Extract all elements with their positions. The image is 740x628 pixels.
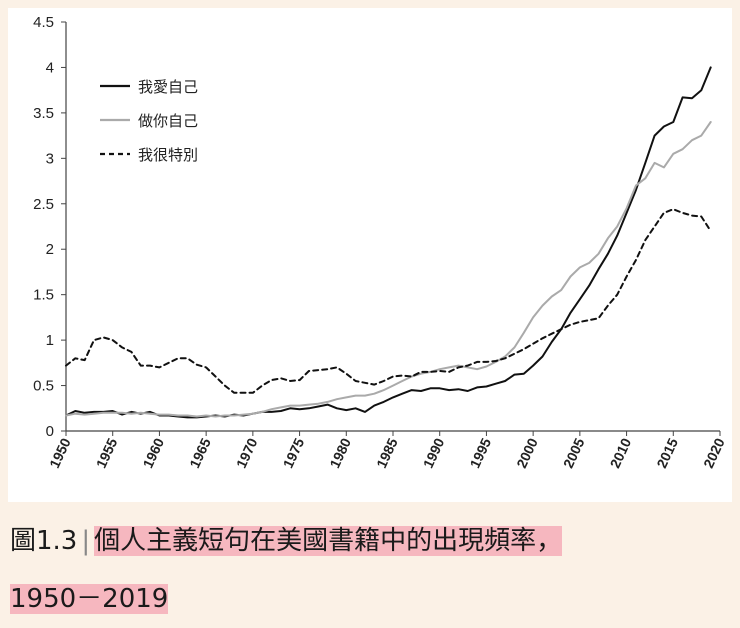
y-tick-label: 3.5	[33, 105, 54, 122]
legend-label-2: 做你自己	[138, 112, 198, 130]
x-tick-label: 1970	[233, 435, 261, 470]
line-chart: 0 0.5 1 1.5 2 2.5 3 3.5 4 4.5 1950 1955 1960 1965 197…	[33, 14, 728, 471]
figure-caption: 圖1.3 | 個人主義短句在美國書籍中的出現頻率， 1950－2019	[10, 512, 734, 628]
x-tick-label: 2005	[560, 435, 588, 470]
series-lines	[65, 66, 712, 419]
y-tick-label: 3	[46, 150, 54, 167]
legend-label-1: 我愛自己	[138, 78, 198, 96]
y-tick-label: 0	[46, 423, 54, 440]
caption-separator: |	[81, 526, 91, 556]
caption-title-line-2: 1950－2019	[10, 584, 169, 614]
x-tick-label: 1955	[93, 435, 121, 470]
y-tick-label: 4	[46, 59, 54, 76]
y-tick-label: 4.5	[33, 14, 54, 31]
caption-line-2: 1950－2019	[10, 570, 734, 628]
y-tick-label: 2.5	[33, 196, 54, 213]
series-line-2	[65, 121, 712, 418]
x-tick-label: 2000	[513, 435, 541, 470]
series-line-3	[65, 208, 712, 394]
x-tick-label: 2015	[653, 435, 681, 470]
y-axis-ticks: 0 0.5 1 1.5 2 2.5 3 3.5 4 4.5	[33, 14, 66, 440]
y-tick-label: 1	[46, 332, 54, 349]
caption-title-line-1: 個人主義短句在美國書籍中的出現頻率，	[94, 526, 563, 556]
x-tick-label: 1985	[373, 435, 401, 470]
legend-label-3: 我很特別	[138, 146, 198, 164]
x-tick-label: 1960	[139, 435, 167, 470]
x-tick-label: 2010	[607, 435, 635, 470]
caption-prefix: 圖1.3	[10, 526, 78, 556]
y-tick-label: 2	[46, 241, 54, 258]
chart-panel: 0 0.5 1 1.5 2 2.5 3 3.5 4 4.5 1950 1955 1960 1965 197…	[8, 8, 732, 502]
y-tick-label: 1.5	[33, 287, 54, 304]
caption-line-1: 圖1.3 | 個人主義短句在美國書籍中的出現頻率，	[10, 512, 734, 570]
x-tick-label: 1980	[326, 435, 354, 470]
x-tick-label: 1965	[186, 435, 214, 470]
x-tick-label: 1950	[46, 435, 74, 470]
x-tick-label: 1990	[420, 435, 448, 470]
x-axis-ticks: 1950 1955 1960 1965 1970 1975 1980 1985 1990 1995…	[46, 431, 728, 471]
x-tick-label: 1995	[466, 435, 494, 470]
y-tick-label: 0.5	[33, 378, 54, 395]
x-tick-label: 1975	[280, 435, 308, 470]
x-tick-label: 2020	[700, 435, 728, 470]
